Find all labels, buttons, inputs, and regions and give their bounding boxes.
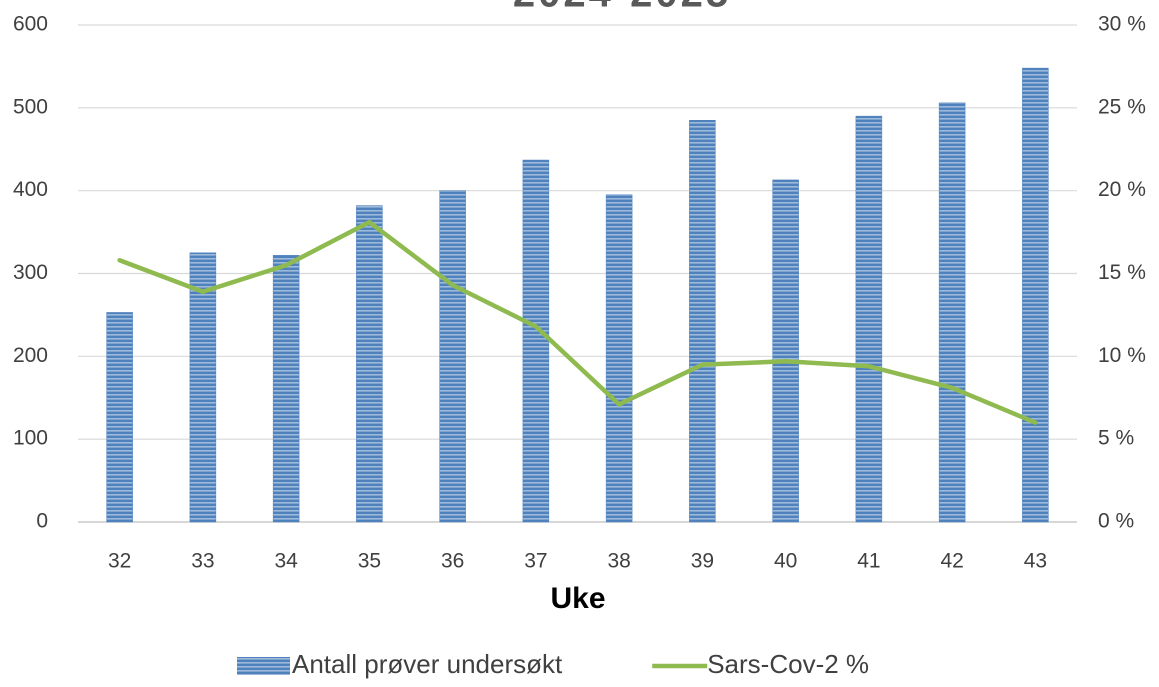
- x-tick-label: 40: [774, 550, 797, 573]
- chart-title: 2024-2025: [513, 0, 731, 16]
- x-tick-label: 43: [1024, 550, 1047, 573]
- legend-label: Sars-Cov-2 %: [707, 649, 869, 679]
- bar: [189, 252, 217, 523]
- y2-tick-label: 20 %: [1098, 178, 1146, 201]
- y-tick-label: 200: [13, 344, 48, 367]
- y2-tick-label: 25 %: [1098, 95, 1146, 118]
- bar: [938, 102, 966, 523]
- bar: [689, 120, 716, 523]
- y2-tick-label: 30 %: [1098, 13, 1146, 36]
- bar: [605, 194, 633, 523]
- bar: [855, 115, 883, 523]
- x-tick-label: 39: [691, 550, 714, 573]
- y2-tick-label: 5 %: [1098, 427, 1134, 450]
- bar: [772, 179, 799, 523]
- y-tick-label: 300: [13, 261, 48, 284]
- bar: [1022, 67, 1049, 523]
- line: [117, 219, 1038, 425]
- y-tick-label: 100: [13, 427, 48, 450]
- x-tick-label: 37: [524, 550, 547, 573]
- y2-tick-label: 15 %: [1098, 261, 1146, 284]
- x-axis-label: Uke: [550, 582, 605, 615]
- bar: [106, 312, 133, 523]
- y-tick-label: 400: [13, 178, 48, 201]
- bar: [272, 255, 300, 523]
- x-tick-label: 34: [274, 550, 298, 573]
- bar: [522, 159, 550, 523]
- y2-tick-label: 0 %: [1098, 510, 1134, 533]
- x-tick-label: 32: [108, 550, 131, 573]
- legend-label: Antall prøver undersøkt: [292, 649, 563, 679]
- bar: [356, 205, 383, 523]
- x-tick-label: 38: [607, 550, 630, 573]
- y-tick-label: 600: [13, 13, 48, 36]
- y2-tick-label: 10 %: [1098, 344, 1146, 367]
- bar: [439, 190, 466, 523]
- legend-swatch: [237, 657, 290, 675]
- y-tick-label: 0: [36, 510, 48, 533]
- y-tick-label: 500: [13, 95, 48, 118]
- x-tick-label: 35: [358, 550, 381, 573]
- x-tick-label: 36: [441, 550, 464, 573]
- x-tick-label: 42: [940, 550, 963, 573]
- x-tick-label: 33: [191, 550, 214, 573]
- x-tick-label: 41: [857, 550, 880, 573]
